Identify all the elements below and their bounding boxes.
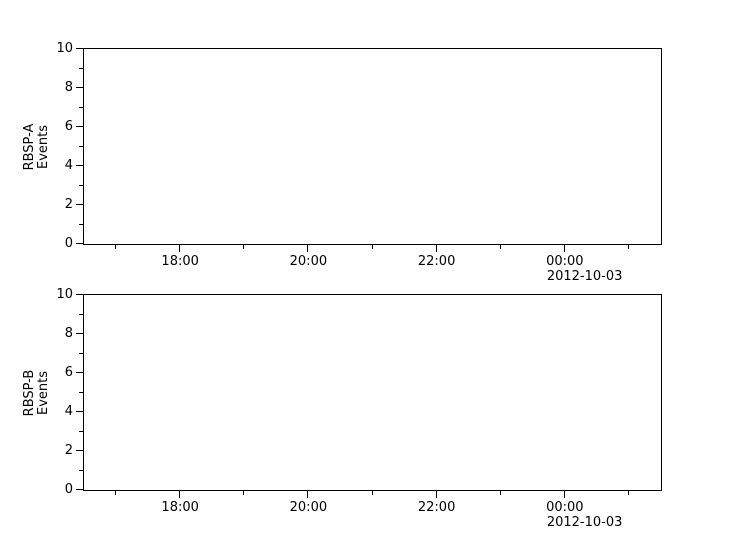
plot-area-rbsp-b: 0 2 4 6 8 10 18:00 20:00 22:00 00:00 2012-10-03	[56, 287, 662, 530]
x-major-tick	[563, 245, 565, 252]
y-minor-tick	[79, 430, 83, 432]
y-major-tick	[76, 87, 83, 88]
y-tick-label: 0	[64, 482, 73, 497]
y-axis-label-line: RBSP-B	[22, 369, 37, 416]
y-axis-label-line: Events	[36, 124, 51, 169]
y-tick-label: 2	[64, 443, 73, 458]
y-major-tick	[76, 333, 83, 334]
y-major-tick	[76, 165, 83, 166]
x-minor-tick	[115, 491, 117, 495]
y-tick-label: 8	[64, 80, 73, 95]
y-major-tick	[76, 372, 83, 373]
y-axis-label-rbsp-a: RBSP-A Events	[22, 123, 51, 170]
y-tick-label: 2	[64, 197, 73, 212]
y-minor-tick	[79, 313, 83, 315]
x-axis-date-annotation: 2012-10-03	[546, 269, 623, 284]
x-tick-label: 20:00	[289, 254, 328, 269]
y-tick-label: 6	[64, 119, 73, 134]
x-minor-tick	[115, 245, 117, 249]
y-tick-label: 10	[56, 41, 73, 56]
x-major-tick	[435, 245, 437, 252]
x-major-tick	[179, 245, 181, 252]
x-minor-tick	[371, 491, 373, 495]
y-minor-tick	[79, 67, 83, 69]
x-minor-tick	[627, 491, 629, 495]
y-major-tick	[76, 204, 83, 205]
x-axis-date-annotation: 2012-10-03	[546, 515, 623, 530]
y-tick-label: 4	[64, 158, 73, 173]
y-tick-label: 4	[64, 404, 73, 419]
x-minor-tick	[627, 245, 629, 249]
x-tick-label: 00:00	[546, 500, 584, 515]
x-minor-tick	[243, 245, 245, 249]
x-minor-tick	[371, 245, 373, 249]
plot-area-rbsp-a: 0 2 4 6 8 10 18:00 20:00 22:00 00:00 2012-10-03	[56, 41, 662, 284]
x-tick-label: 18:00	[161, 254, 199, 269]
y-minor-tick	[79, 145, 83, 147]
y-major-tick	[76, 489, 83, 490]
y-major-tick	[76, 48, 83, 49]
y-tick-label: 10	[56, 287, 73, 302]
x-major-tick	[307, 245, 309, 252]
y-axis-label-rbsp-b: RBSP-B Events	[22, 369, 51, 416]
y-major-tick	[76, 243, 83, 244]
y-tick-label: 8	[64, 326, 73, 341]
x-major-tick	[307, 491, 309, 498]
x-tick-label: 22:00	[417, 254, 456, 269]
y-minor-tick	[79, 352, 83, 354]
y-major-tick	[76, 294, 83, 295]
y-minor-tick	[79, 391, 83, 393]
x-tick-label: 20:00	[289, 500, 328, 515]
y-major-tick	[76, 126, 83, 127]
x-minor-tick	[243, 491, 245, 495]
x-tick-label: 18:00	[161, 500, 199, 515]
y-minor-tick	[79, 223, 83, 225]
y-minor-tick	[79, 469, 83, 471]
x-tick-label: 00:00	[546, 254, 584, 269]
x-major-tick	[563, 491, 565, 498]
x-minor-tick	[499, 245, 501, 249]
x-major-tick	[179, 491, 181, 498]
y-axis-label-line: Events	[36, 370, 51, 415]
y-major-tick	[76, 411, 83, 412]
y-minor-tick	[79, 106, 83, 108]
x-major-tick	[435, 491, 437, 498]
x-tick-label: 22:00	[417, 500, 456, 515]
y-tick-label: 0	[64, 236, 73, 251]
y-axis-label-line: RBSP-A	[22, 123, 37, 170]
y-major-tick	[76, 450, 83, 451]
y-minor-tick	[79, 184, 83, 186]
x-minor-tick	[499, 491, 501, 495]
y-tick-label: 6	[64, 365, 73, 380]
